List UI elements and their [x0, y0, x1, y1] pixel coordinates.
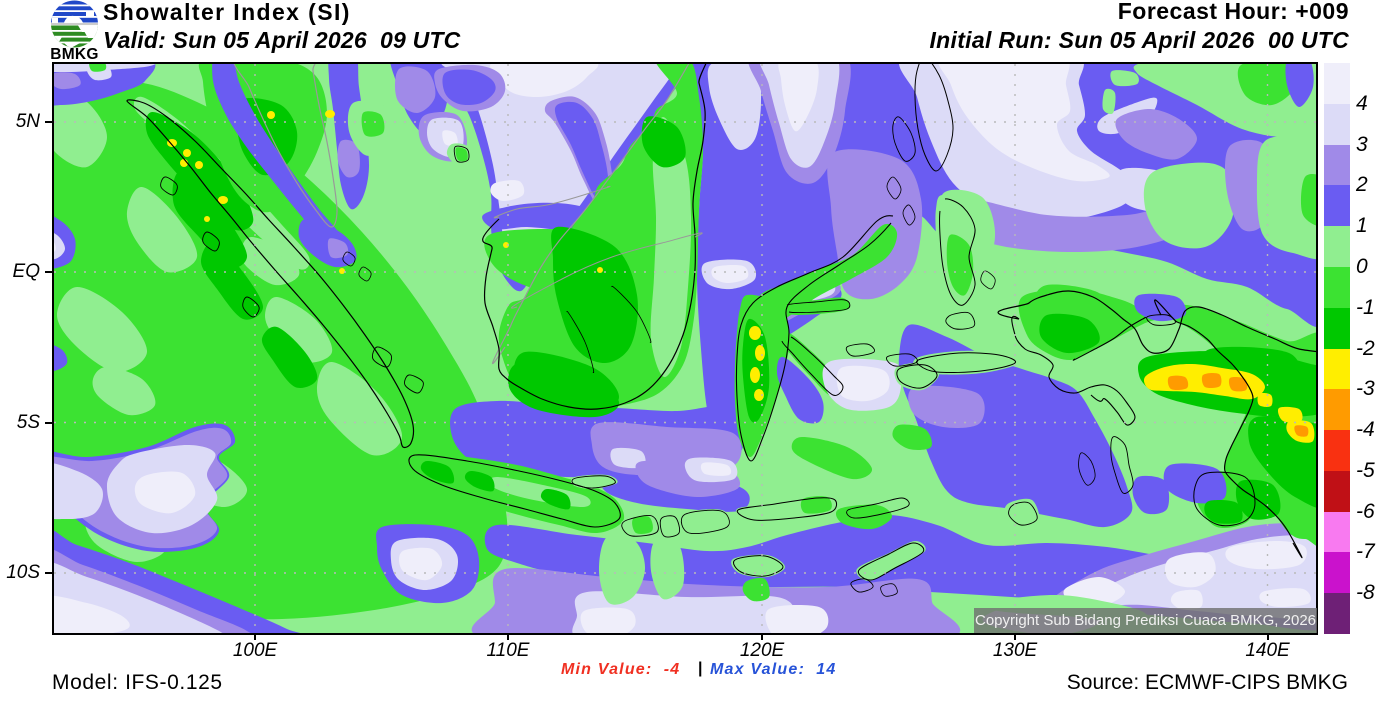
svg-text:BMKG: BMKG	[50, 46, 99, 62]
